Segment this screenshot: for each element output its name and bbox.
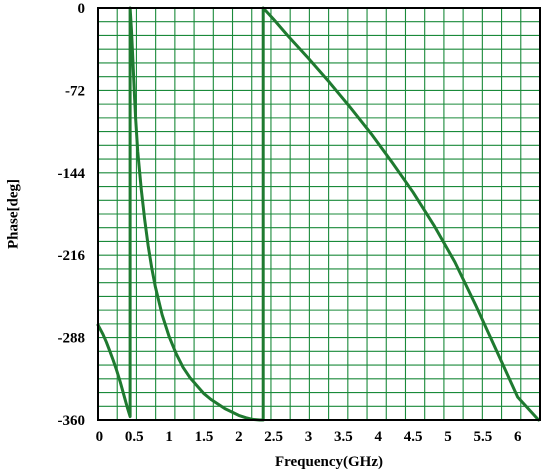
phase-series-line [96,6,541,422]
x-tick-label: 5 [444,429,452,445]
x-tick-label: 6 [514,429,522,445]
y-tick-label: -216 [58,248,86,264]
x-axis-label: Frequency(GHz) [275,454,383,470]
x-tick-label: 0 [96,429,104,445]
y-tick-label: -360 [58,413,86,429]
y-axis-label: Phase[deg] [5,179,21,249]
x-tick-label: 4.5 [404,429,423,445]
y-tick-label: -72 [65,83,85,99]
x-tick-label: 0.5 [125,429,144,445]
y-tick-labels: 0 -72 -144 -216 -288 -360 [58,1,86,429]
x-tick-label: 1.5 [195,429,214,445]
y-tick-label: -144 [58,166,86,182]
series-lines [96,6,541,422]
x-tick-label: 1 [165,429,173,445]
x-tick-label: 5.5 [473,429,492,445]
x-tick-label: 2.5 [264,429,283,445]
x-tick-label: 2 [235,429,243,445]
x-tick-label: 3.5 [334,429,353,445]
y-tick-label: -288 [58,331,86,347]
plot-border [97,7,541,421]
grid [98,8,540,420]
x-tick-labels: 0 0.5 1 1.5 2 2.5 3 3.5 4 4.5 5 5.5 6 [96,429,522,445]
x-tick-label: 3 [305,429,313,445]
y-tick-label: 0 [78,1,86,17]
x-tick-label: 4 [375,429,383,445]
plot-frame [97,7,541,421]
